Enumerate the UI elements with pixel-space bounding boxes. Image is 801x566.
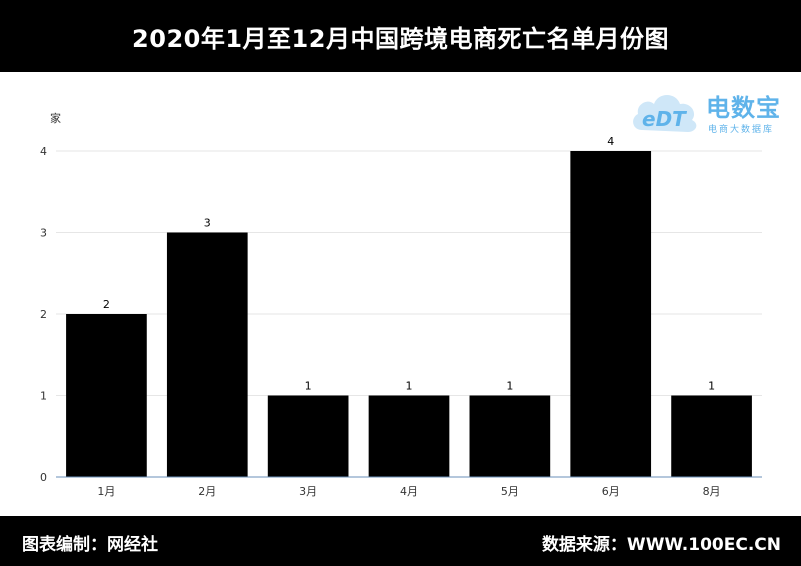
y-tick-label: 1 — [40, 390, 47, 403]
data-labels: 2 3 1 1 1 4 1 — [103, 135, 715, 393]
x-tick-label: 3月 — [299, 485, 317, 498]
logo-text: eDT — [642, 107, 687, 131]
bar-value-label: 1 — [406, 380, 413, 393]
y-tick-label: 4 — [40, 145, 47, 158]
bar — [570, 151, 652, 477]
chart-title: 2020年1月至12月中国跨境电商死亡名单月份图 — [132, 24, 669, 53]
x-tick-label: 5月 — [501, 485, 519, 498]
bar — [267, 395, 349, 477]
y-tick-labels: 0 1 2 3 4 — [40, 145, 47, 484]
bars — [66, 151, 752, 477]
chart-footer: 图表编制：网经社 数据来源：WWW.100EC.CN — [0, 516, 801, 566]
bar-value-label: 1 — [506, 380, 513, 393]
x-tick-labels: 1月 2月 3月 4月 5月 6月 8月 — [97, 485, 720, 498]
x-tick-label: 4月 — [400, 485, 418, 498]
bar — [671, 395, 752, 477]
y-tick-label: 3 — [40, 227, 47, 240]
bar-chart: 2 3 1 1 1 4 1 0 1 2 3 4 1月 2月 3月 4月 5月 6月 8月 家 — [40, 111, 762, 498]
watermark-name: 电数宝 — [706, 94, 781, 122]
bar-value-label: 4 — [607, 135, 614, 148]
watermark: eDT 电数宝 电商大数据库 — [628, 82, 798, 142]
x-tick-label: 2月 — [198, 485, 216, 498]
bar — [166, 232, 248, 477]
cloud-logo-icon: eDT — [633, 95, 697, 132]
bar-value-label: 1 — [305, 380, 312, 393]
x-tick-label: 8月 — [703, 485, 721, 498]
y-axis-label: 家 — [50, 111, 61, 125]
watermark-subtitle: 电商大数据库 — [708, 125, 775, 135]
data-source: 数据来源：WWW.100EC.CN — [541, 535, 781, 555]
chart-header: 2020年1月至12月中国跨境电商死亡名单月份图 — [0, 0, 801, 72]
bar-value-label: 3 — [204, 217, 211, 230]
x-tick-label: 1月 — [97, 485, 115, 498]
bar-value-label: 2 — [103, 298, 110, 311]
bar — [469, 395, 551, 477]
compiler-credit: 图表编制：网经社 — [22, 535, 158, 555]
y-tick-label: 2 — [40, 308, 47, 321]
grid-lines — [56, 150, 762, 396]
x-tick-label: 6月 — [602, 485, 620, 498]
bar — [66, 314, 147, 477]
y-tick-label: 0 — [40, 471, 47, 484]
bar — [368, 395, 450, 477]
bar-value-label: 1 — [708, 380, 715, 393]
